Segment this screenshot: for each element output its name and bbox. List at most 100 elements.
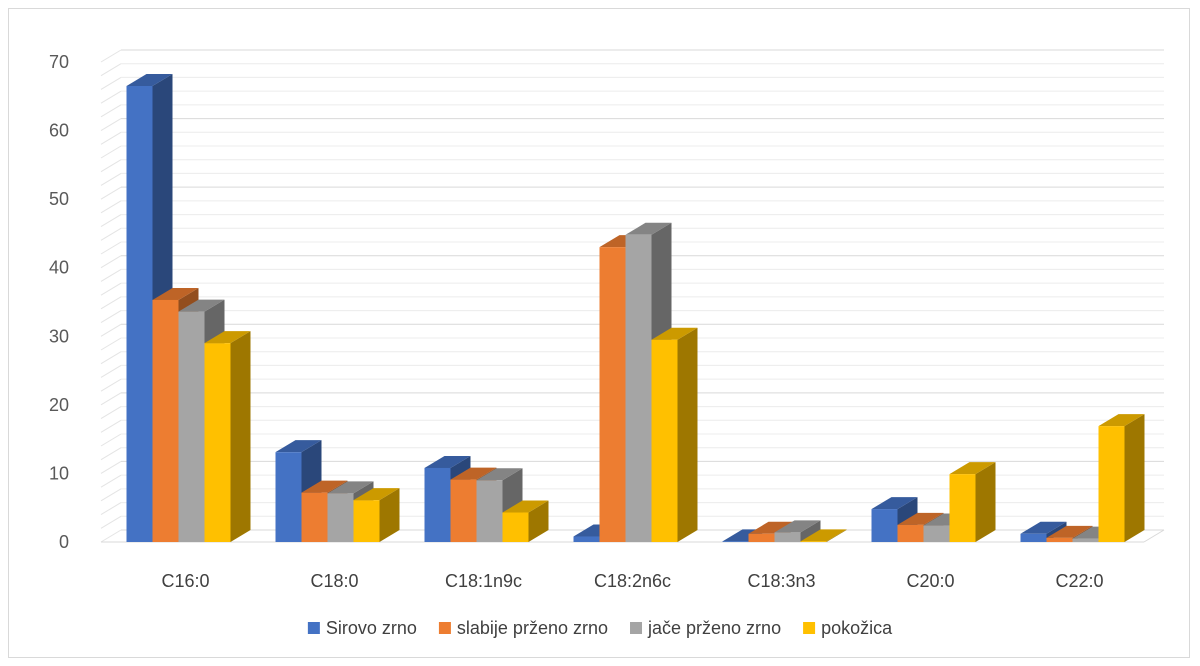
bar-front xyxy=(774,532,801,542)
gridline-depth xyxy=(100,378,122,392)
gridline-depth xyxy=(100,172,122,186)
gridline-depth xyxy=(100,323,122,337)
bar-side xyxy=(230,331,251,542)
bar-side xyxy=(975,462,996,542)
bar-top xyxy=(800,529,847,542)
y-axis: 0 10 20 30 40 50 60 70 xyxy=(49,52,69,552)
legend: Sirovo zrno slabije prženo zrno jače pržen… xyxy=(307,618,893,638)
bar-top xyxy=(450,467,497,480)
bar-top xyxy=(748,521,795,534)
legend-label: jače prženo zrno xyxy=(647,618,781,638)
x-tick-label: C18:2n6c xyxy=(594,571,671,591)
y-tick-label: 60 xyxy=(49,121,69,141)
gridline-depth xyxy=(100,296,122,310)
legend-item: Sirovo zrno xyxy=(307,618,417,638)
gridline-depth xyxy=(100,49,122,63)
bar-top xyxy=(625,222,672,235)
x-tick-label: C16:0 xyxy=(161,571,209,591)
bar xyxy=(800,529,847,542)
bar-front xyxy=(178,311,205,542)
bar-top xyxy=(651,327,698,340)
bar-chart: 0 10 20 30 40 50 60 70 C16:0 C18:0 C18:1n9c C18:2n… xyxy=(49,49,1165,638)
bar-front xyxy=(476,480,503,542)
bar-front xyxy=(353,500,380,542)
gridline-depth xyxy=(100,474,122,488)
x-tick-label: C18:0 xyxy=(310,571,358,591)
x-tick-label: C22:0 xyxy=(1055,571,1103,591)
gridline-depth xyxy=(100,241,122,255)
bar-front xyxy=(722,541,749,542)
legend-swatch xyxy=(307,622,320,634)
bar-front xyxy=(651,339,678,542)
gridline-depth xyxy=(100,255,122,269)
bar-top xyxy=(774,520,821,533)
bar-front xyxy=(748,533,775,542)
y-tick-label: 70 xyxy=(49,52,69,72)
bar-front xyxy=(1072,538,1099,542)
bar-front xyxy=(871,509,898,542)
legend-swatch xyxy=(438,622,451,634)
bar-top xyxy=(126,74,173,86)
bar-front xyxy=(152,299,179,542)
legend-item: pokožica xyxy=(803,618,893,638)
gridline-depth xyxy=(100,433,122,447)
bar-front xyxy=(897,524,924,542)
legend-label: pokožica xyxy=(821,618,893,638)
chart-frame: 0 10 20 30 40 50 60 70 C16:0 C18:0 C18:1n9c C18:2n… xyxy=(8,8,1190,658)
bar-top xyxy=(204,331,251,344)
gridline-depth xyxy=(100,392,122,406)
gridline-depth xyxy=(100,63,122,77)
bar-side xyxy=(1124,414,1145,542)
legend-label: Sirovo zrno xyxy=(326,618,417,638)
legend-swatch xyxy=(630,622,643,634)
gridline-depth xyxy=(100,118,122,132)
gridline-depth xyxy=(100,502,122,516)
bar-top xyxy=(178,299,225,312)
bar-top xyxy=(1046,525,1093,538)
gridline-depth xyxy=(100,131,122,145)
gridline-depth xyxy=(100,227,122,241)
x-tick-label: C18:3n3 xyxy=(747,571,815,591)
bar-top xyxy=(275,440,322,453)
legend-swatch xyxy=(803,622,816,634)
floor-edge xyxy=(1143,529,1165,543)
gridline-depth xyxy=(100,310,122,324)
legend-item: jače prženo zrno xyxy=(630,618,781,638)
y-tick-label: 10 xyxy=(49,463,69,483)
gridline-depth xyxy=(100,104,122,118)
y-tick-label: 20 xyxy=(49,395,69,415)
bar-front xyxy=(1046,537,1073,542)
bar-front xyxy=(301,492,328,542)
gridline-depth xyxy=(100,460,122,474)
bar-front xyxy=(204,343,231,542)
bar-front xyxy=(502,512,529,542)
bar-front xyxy=(1020,533,1047,542)
bar-top xyxy=(502,500,549,513)
gridline-depth xyxy=(100,76,122,90)
legend-label: slabije prženo zrno xyxy=(457,618,608,638)
bar-top xyxy=(424,455,471,468)
bar-side xyxy=(528,500,549,542)
bar xyxy=(949,462,996,542)
bar-front xyxy=(923,525,950,542)
bar-front xyxy=(327,493,354,542)
bar-top xyxy=(327,481,374,494)
gridline-depth xyxy=(100,200,122,214)
bar-front xyxy=(599,247,626,542)
bar-side xyxy=(826,529,847,542)
bar-top xyxy=(949,462,996,475)
bar-top xyxy=(871,497,918,510)
bar-front xyxy=(1098,426,1125,542)
bar-side xyxy=(379,488,400,542)
gridline-depth xyxy=(100,515,122,529)
bar xyxy=(774,520,821,542)
bar-top xyxy=(152,287,199,300)
gridline-depth xyxy=(100,447,122,461)
gridline-depth xyxy=(100,186,122,200)
bar-front xyxy=(275,452,302,542)
bar-top xyxy=(301,480,348,493)
gridline-depth xyxy=(100,282,122,296)
x-tick-label: C18:1n9c xyxy=(445,571,522,591)
y-tick-label: 30 xyxy=(49,326,69,346)
bar xyxy=(651,327,698,542)
